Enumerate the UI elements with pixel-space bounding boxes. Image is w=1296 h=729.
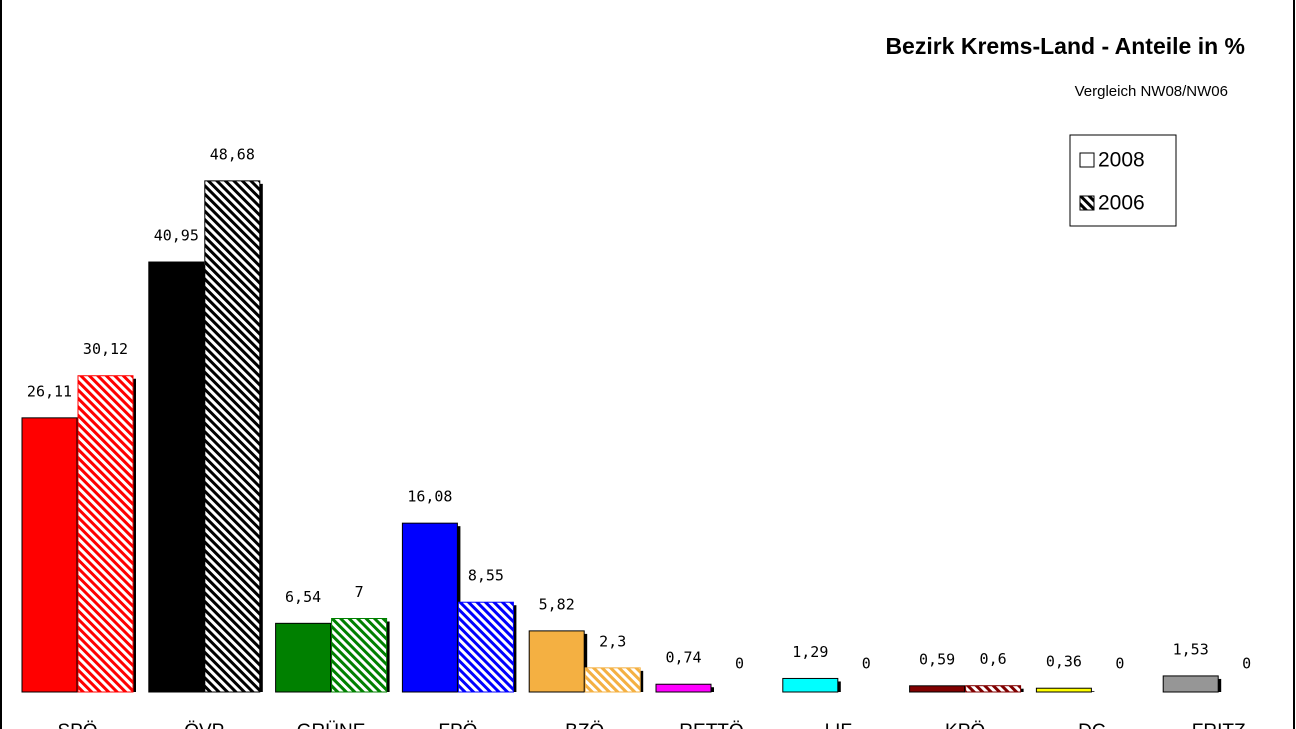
value-label: 6,54: [285, 588, 321, 606]
chart-title: Bezirk Krems-Land - Anteile in %: [885, 33, 1245, 59]
value-label: 7: [355, 583, 364, 601]
legend-label: 2008: [1098, 149, 1145, 172]
value-label: 5,82: [539, 595, 575, 613]
chart-subtitle: Vergleich NW08/NW06: [1075, 83, 1228, 100]
value-label: 0: [862, 655, 871, 673]
bar: [655, 683, 712, 693]
value-label: 0,36: [1046, 653, 1082, 671]
bar: [148, 261, 205, 693]
value-label: 16,08: [407, 488, 452, 506]
bar: [204, 180, 261, 693]
bar: [331, 618, 388, 693]
bar: [909, 685, 966, 693]
x-tick-label: ÖVP: [184, 721, 224, 729]
x-tick-label: SPÖ: [57, 721, 97, 729]
value-label: 0: [1242, 655, 1251, 673]
x-tick-label: RETTÖ: [679, 721, 743, 729]
value-label: 0: [1115, 655, 1124, 673]
value-label: 30,12: [83, 340, 128, 358]
x-tick-label: FPÖ: [438, 721, 477, 729]
legend-label: 2006: [1098, 192, 1145, 215]
bar: [275, 622, 332, 693]
value-label: 26,11: [27, 382, 72, 400]
bar: [401, 522, 458, 693]
value-label: 40,95: [154, 227, 199, 245]
bar: [782, 677, 839, 693]
legend-box: [1069, 134, 1177, 227]
bar: [528, 630, 585, 693]
x-tick-label: DC: [1078, 721, 1105, 729]
value-label: 1,29: [792, 643, 828, 661]
x-tick-label: BZÖ: [565, 721, 604, 729]
value-label: 0,74: [665, 649, 701, 667]
x-tick-label: KPÖ: [945, 721, 985, 729]
x-tick-label: GRÜNE: [297, 721, 366, 729]
value-label: 0,6: [980, 650, 1007, 668]
value-label: 1,53: [1173, 640, 1209, 658]
legend-swatch: [1079, 152, 1095, 168]
value-label: 0: [735, 655, 744, 673]
bar: [1162, 675, 1219, 693]
bar: [584, 667, 641, 693]
value-label: 0,59: [919, 650, 955, 668]
x-tick-label: FRITZ: [1192, 721, 1246, 729]
x-tick-label: LIF: [825, 721, 852, 729]
bar: [21, 417, 78, 693]
legend-swatch: [1079, 195, 1095, 211]
bar: [1035, 687, 1092, 693]
bar: [457, 601, 514, 693]
value-label: 8,55: [468, 567, 504, 585]
value-label: 48,68: [210, 145, 255, 163]
bar: [965, 685, 1022, 693]
value-label: 2,3: [599, 632, 626, 650]
bar: [77, 375, 134, 693]
